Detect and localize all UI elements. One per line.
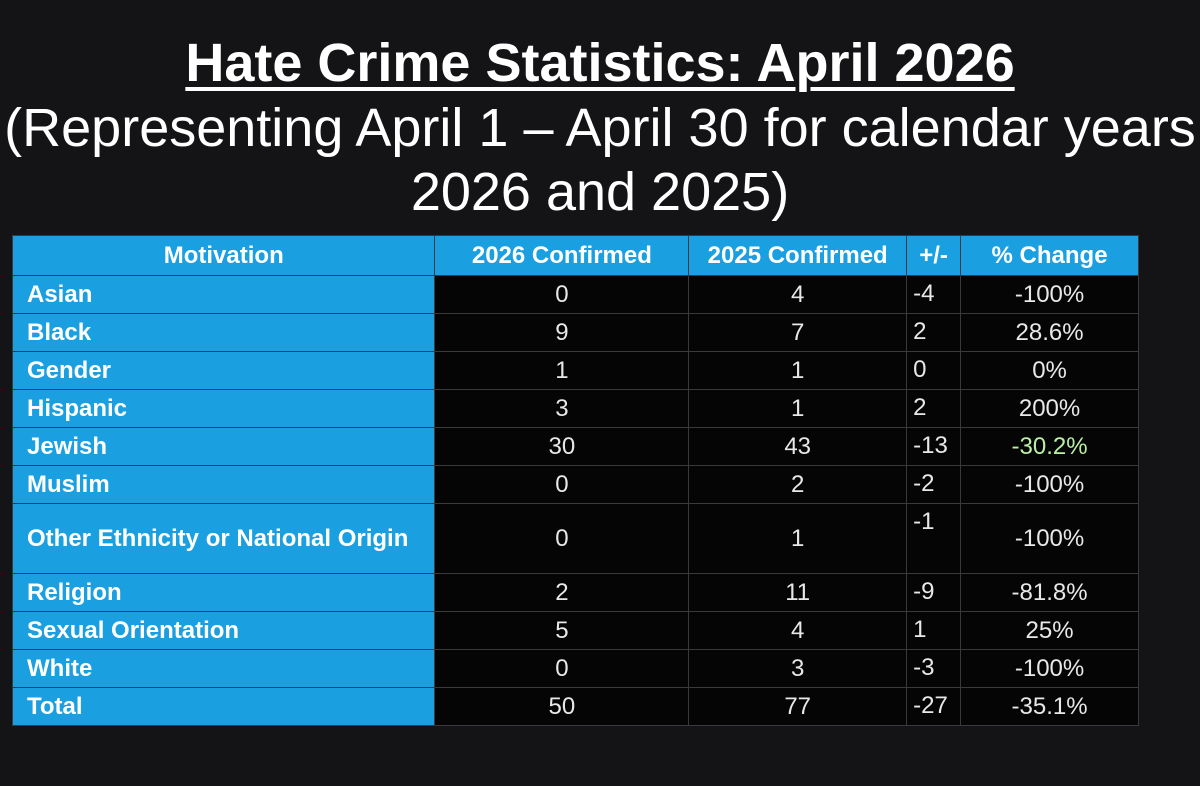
value-2025-cell: 3 bbox=[688, 649, 908, 688]
table-row: Asian 0 4 -4 -100% bbox=[11, 275, 1139, 314]
header-plus-minus: +/- bbox=[906, 235, 962, 276]
pct-change-cell: -100% bbox=[960, 649, 1139, 688]
diff-cell: -4 bbox=[906, 275, 962, 314]
diff-cell: 0 bbox=[906, 351, 962, 390]
value-2025-cell: 43 bbox=[688, 427, 908, 466]
pct-change-cell: -81.8% bbox=[960, 573, 1139, 612]
value-2026-cell: 9 bbox=[434, 313, 690, 352]
motivation-cell: Sexual Orientation bbox=[11, 611, 436, 650]
diff-cell: -9 bbox=[906, 573, 962, 612]
value-2026-cell: 30 bbox=[434, 427, 690, 466]
value-2026-cell: 3 bbox=[434, 389, 690, 428]
table-row: Black 9 7 2 28.6% bbox=[11, 313, 1139, 352]
motivation-cell: Gender bbox=[11, 351, 436, 390]
value-2025-cell: 4 bbox=[688, 275, 908, 314]
value-2026-cell: 0 bbox=[434, 649, 690, 688]
table-row: Hispanic 3 1 2 200% bbox=[11, 389, 1139, 428]
pct-change-cell: 25% bbox=[960, 611, 1139, 650]
diff-cell: -3 bbox=[906, 649, 962, 688]
motivation-cell: Black bbox=[11, 313, 436, 352]
value-2025-cell: 1 bbox=[688, 503, 908, 574]
diff-cell: -1 bbox=[906, 503, 962, 574]
value-2025-cell: 1 bbox=[688, 389, 908, 428]
value-2026-cell: 0 bbox=[434, 465, 690, 504]
table-row: White 0 3 -3 -100% bbox=[11, 649, 1139, 688]
motivation-cell: White bbox=[11, 649, 436, 688]
table-row: Muslim 0 2 -2 -100% bbox=[11, 465, 1139, 504]
table-header-row: Motivation 2026 Confirmed 2025 Confirmed… bbox=[11, 235, 1139, 276]
value-2025-cell: 2 bbox=[688, 465, 908, 504]
pct-change-cell: 28.6% bbox=[960, 313, 1139, 352]
value-2026-cell: 1 bbox=[434, 351, 690, 390]
pct-change-cell: -35.1% bbox=[960, 687, 1139, 726]
pct-change-cell: -100% bbox=[960, 465, 1139, 504]
motivation-cell: Asian bbox=[11, 275, 436, 314]
pct-change-cell: -100% bbox=[960, 275, 1139, 314]
diff-cell: -13 bbox=[906, 427, 962, 466]
hate-crime-table: Motivation 2026 Confirmed 2025 Confirmed… bbox=[11, 235, 1139, 726]
diff-cell: 2 bbox=[906, 389, 962, 428]
motivation-cell: Hispanic bbox=[11, 389, 436, 428]
diff-cell: -2 bbox=[906, 465, 962, 504]
motivation-cell: Jewish bbox=[11, 427, 436, 466]
pct-change-cell: 200% bbox=[960, 389, 1139, 428]
header-2026-confirmed: 2026 Confirmed bbox=[434, 235, 690, 276]
motivation-cell: Muslim bbox=[11, 465, 436, 504]
page-subtitle: (Representing April 1 – April 30 for cal… bbox=[4, 98, 1196, 222]
motivation-cell: Religion bbox=[11, 573, 436, 612]
diff-cell: 1 bbox=[906, 611, 962, 650]
value-2025-cell: 7 bbox=[688, 313, 908, 352]
table-row: Sexual Orientation 5 4 1 25% bbox=[11, 611, 1139, 650]
value-2026-cell: 0 bbox=[434, 503, 690, 574]
diff-cell: -27 bbox=[906, 687, 962, 726]
header-2025-confirmed: 2025 Confirmed bbox=[688, 235, 908, 276]
page-title: Hate Crime Statistics: April 2026 bbox=[185, 33, 1015, 93]
diff-cell: 2 bbox=[906, 313, 962, 352]
motivation-cell: Other Ethnicity or National Origin bbox=[11, 503, 436, 574]
value-2026-cell: 50 bbox=[434, 687, 690, 726]
value-2026-cell: 0 bbox=[434, 275, 690, 314]
value-2026-cell: 5 bbox=[434, 611, 690, 650]
title-block: Hate Crime Statistics: April 2026 (Repre… bbox=[0, 30, 1200, 224]
pct-change-cell: 0% bbox=[960, 351, 1139, 390]
header-percent-change: % Change bbox=[960, 235, 1139, 276]
value-2025-cell: 77 bbox=[688, 687, 908, 726]
pct-change-cell: -30.2% bbox=[960, 427, 1139, 466]
value-2025-cell: 11 bbox=[688, 573, 908, 612]
table-row: Jewish 30 43 -13 -30.2% bbox=[11, 427, 1139, 466]
pct-change-cell: -100% bbox=[960, 503, 1139, 574]
motivation-cell: Total bbox=[11, 687, 436, 726]
table-row: Gender 1 1 0 0% bbox=[11, 351, 1139, 390]
value-2025-cell: 1 bbox=[688, 351, 908, 390]
value-2025-cell: 4 bbox=[688, 611, 908, 650]
value-2026-cell: 2 bbox=[434, 573, 690, 612]
table-row-total: Total 50 77 -27 -35.1% bbox=[11, 687, 1139, 726]
table-row: Religion 2 11 -9 -81.8% bbox=[11, 573, 1139, 612]
table-row: Other Ethnicity or National Origin 0 1 -… bbox=[11, 503, 1139, 574]
header-motivation: Motivation bbox=[11, 235, 436, 276]
